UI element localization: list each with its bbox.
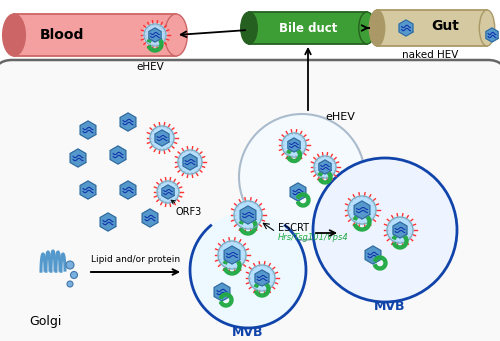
Text: eHEV: eHEV — [325, 112, 355, 122]
Text: Golgi: Golgi — [29, 315, 61, 328]
Polygon shape — [255, 270, 269, 286]
Polygon shape — [80, 121, 96, 139]
Text: ESCRT: ESCRT — [278, 223, 309, 233]
Bar — [249, 12, 367, 44]
Polygon shape — [148, 36, 163, 52]
Circle shape — [233, 200, 263, 230]
Circle shape — [217, 240, 247, 270]
Circle shape — [234, 201, 262, 229]
Polygon shape — [149, 28, 161, 42]
Circle shape — [313, 155, 337, 179]
Circle shape — [282, 133, 306, 157]
Polygon shape — [393, 222, 407, 238]
Polygon shape — [155, 130, 169, 146]
Circle shape — [144, 24, 166, 46]
Circle shape — [218, 241, 246, 269]
Polygon shape — [254, 281, 270, 297]
Ellipse shape — [358, 12, 376, 44]
Bar — [14, 14, 176, 56]
Circle shape — [248, 264, 276, 292]
Circle shape — [313, 158, 457, 302]
Text: Lipid and/or protein: Lipid and/or protein — [92, 255, 180, 264]
Text: ORF3: ORF3 — [171, 200, 201, 217]
Circle shape — [67, 281, 73, 287]
Polygon shape — [220, 293, 233, 307]
Circle shape — [70, 271, 78, 279]
Polygon shape — [80, 181, 96, 199]
Circle shape — [386, 216, 414, 244]
Polygon shape — [296, 193, 310, 207]
Text: Gut: Gut — [431, 19, 459, 33]
Ellipse shape — [480, 10, 494, 46]
Circle shape — [314, 156, 336, 178]
Polygon shape — [486, 28, 498, 42]
Circle shape — [347, 195, 377, 225]
Text: Blood: Blood — [40, 28, 84, 42]
Polygon shape — [354, 201, 370, 219]
Polygon shape — [365, 246, 381, 264]
Polygon shape — [120, 181, 136, 199]
Polygon shape — [319, 160, 331, 174]
Ellipse shape — [370, 10, 384, 46]
Text: Bile duct: Bile duct — [279, 21, 337, 34]
Circle shape — [156, 180, 180, 204]
Polygon shape — [214, 283, 230, 301]
Polygon shape — [183, 154, 197, 170]
Polygon shape — [224, 246, 240, 264]
FancyBboxPatch shape — [0, 60, 500, 341]
Text: MVB: MVB — [232, 326, 264, 339]
Circle shape — [348, 196, 376, 224]
Polygon shape — [110, 146, 126, 164]
Polygon shape — [288, 138, 300, 152]
Circle shape — [249, 265, 275, 291]
Circle shape — [239, 114, 365, 240]
Polygon shape — [287, 148, 302, 163]
Polygon shape — [318, 170, 332, 184]
Text: Hrs/Tsg101/Vps4: Hrs/Tsg101/Vps4 — [278, 234, 349, 242]
Circle shape — [157, 181, 179, 203]
Circle shape — [143, 23, 167, 47]
Polygon shape — [240, 206, 256, 224]
Circle shape — [190, 212, 306, 328]
Circle shape — [177, 149, 203, 175]
Polygon shape — [374, 256, 387, 270]
Ellipse shape — [240, 12, 258, 44]
Circle shape — [150, 126, 174, 150]
Polygon shape — [224, 257, 241, 275]
Circle shape — [149, 125, 175, 151]
Polygon shape — [120, 113, 136, 131]
Polygon shape — [162, 185, 174, 199]
Circle shape — [281, 132, 307, 158]
Circle shape — [66, 261, 74, 269]
Text: MVB: MVB — [374, 300, 406, 313]
Circle shape — [387, 217, 413, 243]
Ellipse shape — [2, 14, 26, 56]
Polygon shape — [354, 213, 371, 231]
Polygon shape — [240, 217, 257, 235]
Circle shape — [178, 150, 202, 174]
Polygon shape — [142, 209, 158, 227]
Polygon shape — [392, 233, 408, 249]
Polygon shape — [290, 183, 306, 201]
Ellipse shape — [164, 14, 188, 56]
Text: eHEV: eHEV — [136, 62, 164, 72]
Bar — [377, 10, 487, 46]
Polygon shape — [399, 20, 413, 36]
Text: naked HEV: naked HEV — [402, 50, 458, 60]
Polygon shape — [70, 149, 86, 167]
Polygon shape — [100, 213, 116, 231]
